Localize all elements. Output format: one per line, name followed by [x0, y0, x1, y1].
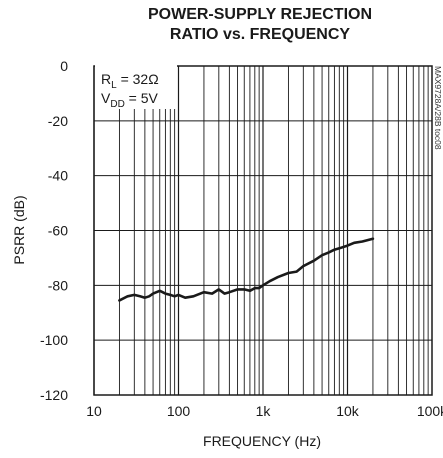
y-tick-label: -40 — [48, 168, 68, 184]
x-tick-label: 100 — [167, 403, 191, 419]
x-tick-label: 1k — [256, 403, 272, 419]
x-tick-label: 10k — [336, 403, 360, 419]
chart-title-line-1: POWER-SUPPLY REJECTION — [147, 6, 373, 23]
psrr-series-line — [118, 237, 375, 302]
y-tick-label: -80 — [48, 277, 68, 293]
plot-frame — [93, 65, 433, 396]
x-tick-labels: 10 100 1k 10k 100k — [86, 403, 443, 419]
x-axis-label: FREQUENCY (Hz) — [203, 433, 321, 449]
x-tick-label: 100k — [417, 403, 443, 419]
y-tick-label: -120 — [40, 387, 68, 403]
y-axis-label: PSRR (dB) — [11, 195, 27, 264]
legend-vdd: VDD = 5V — [101, 90, 159, 110]
y-tick-labels: 0 -20 -40 -60 -80 -100 -120 — [40, 58, 68, 403]
chart-title-line-2: RATIO vs. FREQUENCY — [169, 26, 351, 43]
y-tick-label: -20 — [48, 113, 68, 129]
legend-rl: RL = 32Ω — [101, 71, 159, 91]
y-tick-label: 0 — [60, 58, 68, 74]
x-tick-label: 10 — [86, 403, 102, 419]
watermark: MAX9728A/28B toc08 — [433, 66, 443, 150]
grid — [93, 65, 432, 396]
legend-box — [95, 65, 177, 109]
y-tick-label: -60 — [48, 223, 68, 239]
y-tick-label: -100 — [40, 332, 68, 348]
